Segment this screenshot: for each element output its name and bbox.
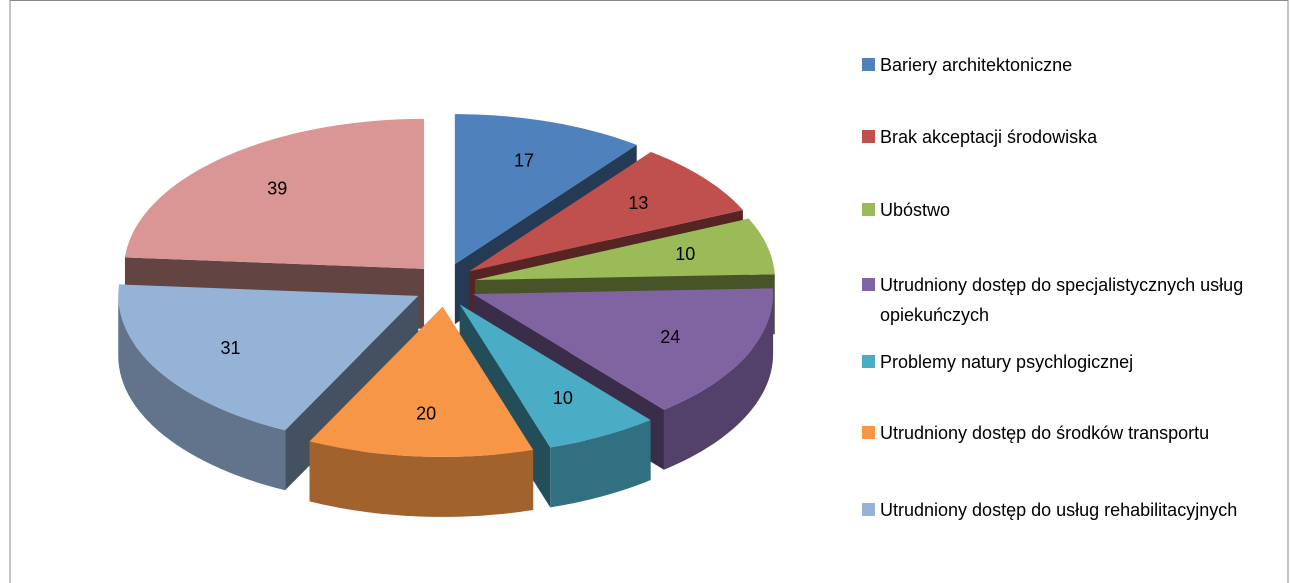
- legend-label: Utrudniony dostęp do środków transportu: [880, 423, 1210, 443]
- legend-item: Bariery architektoniczne: [860, 50, 1275, 80]
- legend-item: Utrudniony dostęp do środków transportu: [860, 418, 1275, 448]
- data-label: 17: [514, 151, 534, 171]
- data-label: 20: [416, 403, 436, 423]
- slice-top: [309, 306, 534, 457]
- legend-swatch: [862, 203, 875, 216]
- legend-swatch: [862, 278, 875, 291]
- slice-wall: [118, 295, 286, 491]
- legend-swatch: [862, 426, 875, 439]
- legend-label: Problemy natury psychlogicznej: [880, 352, 1134, 372]
- data-label: 13: [628, 193, 648, 213]
- data-label: 24: [660, 327, 680, 347]
- slice-top: [459, 304, 651, 448]
- legend-swatch: [862, 130, 875, 143]
- legend-label: Brak akceptacji środowiska: [880, 127, 1098, 147]
- legend-label: Utrudniony dostęp do specjalistycznych u…: [880, 275, 1244, 325]
- legend-label: Ubóstwo: [880, 200, 951, 220]
- legend-swatch: [862, 355, 875, 368]
- legend-label: Utrudniony dostęp do usług rehabilitacyj…: [880, 500, 1238, 520]
- legend-item: Ubóstwo: [860, 195, 1275, 225]
- slice-top: [124, 118, 425, 269]
- slice-top: [473, 288, 774, 410]
- data-label: 10: [675, 244, 695, 264]
- data-label: 39: [267, 178, 287, 198]
- slice-top: [474, 218, 775, 280]
- slice-top: [454, 114, 637, 265]
- data-label: 31: [220, 338, 240, 358]
- legend-item: Utrudniony dostęp do specjalistycznych u…: [860, 270, 1275, 330]
- chart-border: [9, 0, 1289, 583]
- legend-label: Bariery architektoniczne: [880, 55, 1073, 75]
- slice-wall: [309, 441, 534, 517]
- slice-top: [469, 152, 743, 272]
- slice: [309, 306, 534, 517]
- legend-item: Utrudniony dostęp do usług rehabilitacyj…: [860, 495, 1275, 525]
- legend-item: Brak akceptacji środowiska: [860, 122, 1275, 152]
- slice-wall: [550, 420, 651, 508]
- legend-item: Problemy natury psychlogicznej: [860, 347, 1275, 377]
- legend-swatch: [862, 503, 875, 516]
- slice: [473, 288, 774, 470]
- data-label: 10: [553, 388, 573, 408]
- slice-top: [118, 284, 419, 431]
- slice-wall: [663, 293, 774, 470]
- legend-swatch: [862, 58, 875, 71]
